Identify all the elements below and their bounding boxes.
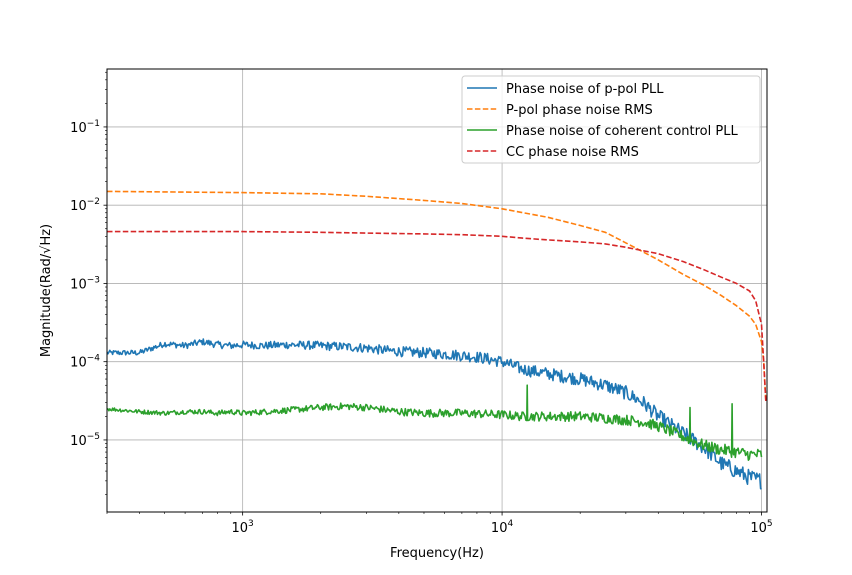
ticks: 103 104 105 10−5 10−4 10−3 10−2 10−1: [70, 71, 773, 536]
y-tick-label: 10−3: [70, 275, 100, 292]
series-line-1: [107, 190, 767, 403]
x-tick-label: 103: [232, 519, 254, 536]
series-line-3: [107, 230, 767, 403]
series-group: [107, 190, 767, 490]
x-axis-label: Frequency(Hz): [390, 546, 484, 561]
y-tick-label: 10−4: [70, 354, 100, 371]
legend-label-3: CC phase noise RMS: [506, 145, 639, 160]
y-tick-label: 10−5: [70, 432, 100, 449]
series-line-2: [107, 384, 763, 461]
series-line-0: [107, 338, 762, 490]
legend: Phase noise of p-pol PLL P-pol phase nois…: [461, 75, 761, 164]
axes-frame: [106, 68, 768, 513]
y-tick-label: 10−1: [70, 119, 100, 136]
legend-label-0: Phase noise of p-pol PLL: [506, 82, 664, 97]
legend-label-2: Phase noise of coherent control PLL: [506, 124, 738, 139]
y-tick-label: 10−2: [70, 197, 100, 214]
legend-label-1: P-pol phase noise RMS: [506, 103, 653, 118]
x-tick-label: 104: [491, 519, 514, 536]
y-axis-label: Magnitude(Rad/√Hz): [39, 224, 54, 357]
legend-box: [461, 75, 761, 164]
x-tick-label: 105: [750, 519, 772, 536]
